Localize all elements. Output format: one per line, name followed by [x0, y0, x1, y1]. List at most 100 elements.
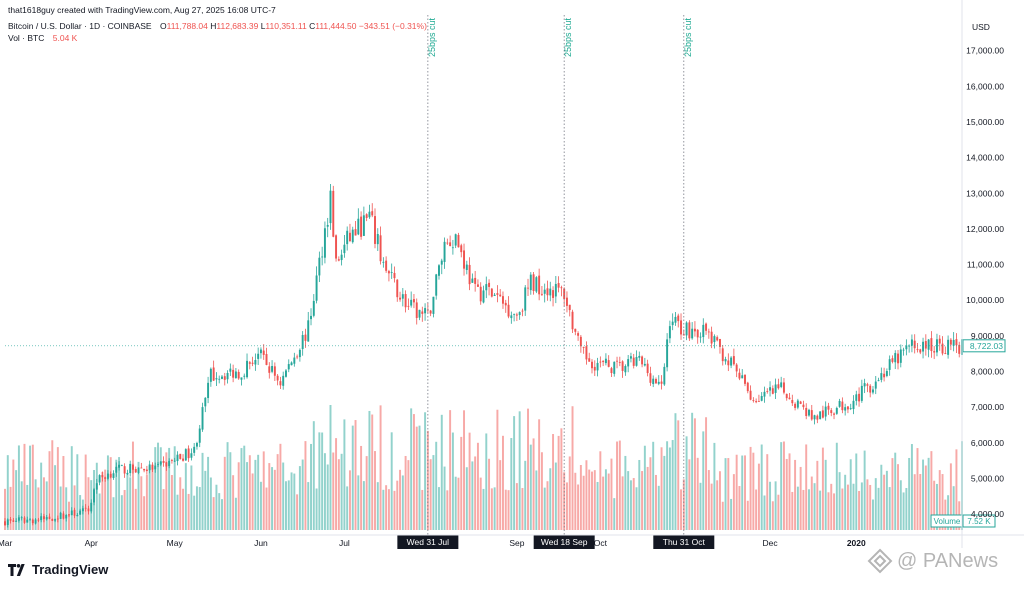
symbol-name[interactable]: Bitcoin / U.S. Dollar · 1D · COINBASE	[8, 21, 152, 31]
candle-body	[549, 288, 552, 296]
candle-body	[782, 382, 785, 393]
volume-bar	[899, 480, 902, 530]
volume-bar	[65, 487, 68, 530]
volume-bar	[12, 459, 15, 530]
candle-body	[557, 283, 560, 288]
candle-body	[215, 378, 218, 380]
candle-body	[641, 356, 644, 365]
volume-bar	[677, 420, 680, 530]
volume-bar	[471, 461, 474, 530]
volume-bar	[259, 481, 262, 530]
candle-body	[910, 339, 913, 346]
volume-bar	[440, 414, 443, 530]
volume-bar	[173, 446, 176, 530]
volume-bar	[657, 485, 660, 530]
volume-bar	[916, 448, 919, 530]
candle-body	[666, 339, 669, 368]
candle-body	[579, 336, 582, 347]
candle-body	[924, 341, 927, 349]
candle-body	[780, 382, 783, 387]
volume-bar	[699, 482, 702, 530]
candle-body	[688, 322, 691, 339]
candle-body	[310, 315, 312, 320]
volume-bar	[393, 490, 396, 530]
candle-body	[927, 339, 930, 350]
volume-bar	[655, 474, 657, 530]
candle-body	[577, 333, 580, 336]
candle-body	[947, 339, 950, 355]
volume-bar	[321, 432, 324, 530]
creator-line: that1618guy created with TradingView.com…	[8, 5, 276, 15]
volume-bar	[813, 483, 816, 530]
volume-bar	[232, 475, 235, 530]
candle-body	[87, 508, 90, 512]
volume-bar	[885, 470, 888, 530]
volume-bar	[560, 428, 563, 530]
volume-bar	[771, 501, 774, 530]
volume-bar	[262, 451, 265, 530]
candle-body	[657, 381, 660, 384]
candle-body	[529, 274, 532, 291]
candle-body	[265, 354, 268, 365]
candle-body	[154, 465, 157, 470]
candle-body	[301, 335, 304, 350]
tradingview-logo[interactable]: TradingView	[8, 562, 108, 577]
volume-bar	[577, 484, 580, 530]
volume-bar	[426, 430, 429, 530]
volume-bar	[730, 498, 733, 530]
y-tick-label: 7,000.00	[971, 402, 1004, 412]
candle-body	[12, 520, 15, 522]
candle-body	[735, 364, 738, 372]
volume-bar	[6, 455, 9, 530]
candle-body	[115, 466, 118, 473]
volume-bar	[649, 457, 652, 530]
candle-body	[259, 349, 262, 354]
candle-body	[329, 190, 332, 224]
candle-body	[382, 261, 385, 263]
candle-body	[48, 516, 51, 519]
candle-body	[732, 356, 735, 365]
volume-bar	[410, 408, 413, 530]
candle-body	[223, 376, 226, 380]
volume-bar	[582, 475, 585, 530]
candle-body	[933, 351, 936, 353]
volume-bar	[354, 420, 357, 530]
candle-body	[454, 234, 457, 246]
volume-bar	[20, 481, 23, 530]
volume-bar	[184, 463, 187, 530]
candle-body	[54, 519, 57, 521]
volume-bar	[168, 447, 171, 530]
candle-body	[6, 519, 9, 525]
candle-body	[240, 377, 243, 380]
volume-bar	[735, 454, 738, 530]
candle-body	[354, 229, 357, 236]
volume-legend: Vol · BTC 5.04 K	[8, 33, 77, 43]
candle-body	[232, 369, 235, 378]
volume-bar	[585, 460, 588, 530]
volume-bar	[207, 456, 210, 530]
candle-body	[209, 368, 212, 382]
candle-body	[543, 289, 546, 294]
candle-body	[76, 514, 79, 517]
volume-bar	[507, 490, 510, 530]
volume-bar	[872, 499, 874, 530]
volume-bar	[538, 419, 541, 530]
candle-body	[830, 410, 833, 414]
volume-bar	[348, 470, 351, 530]
candle-body	[129, 463, 132, 474]
volume-bar	[549, 468, 552, 530]
candle-body	[443, 241, 446, 262]
candle-body	[607, 360, 610, 367]
volume-bar	[627, 471, 630, 530]
candle-body	[816, 415, 819, 420]
candle-body	[98, 475, 101, 483]
volume-bar	[821, 447, 824, 530]
candle-body	[293, 357, 296, 364]
candle-body	[451, 247, 454, 249]
volume-bar	[468, 432, 471, 530]
candle-body	[207, 382, 210, 399]
candle-body	[507, 304, 510, 317]
candle-body	[499, 294, 502, 297]
candle-body	[588, 358, 591, 362]
volume-bar	[290, 472, 293, 530]
